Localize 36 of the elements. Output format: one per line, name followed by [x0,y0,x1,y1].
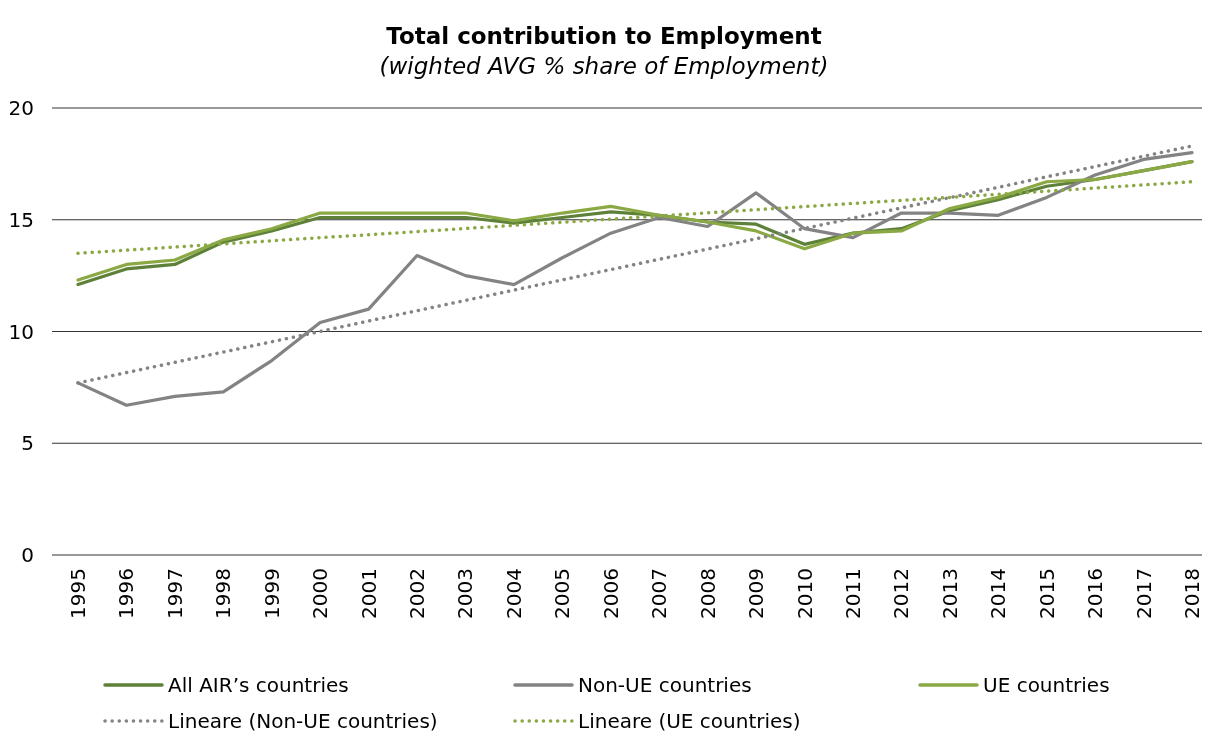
legend-label: Lineare (UE countries) [578,709,801,733]
chart-title: Total contribution to Employment [386,23,822,49]
y-tick-label: 5 [21,431,34,456]
x-tick-label: 2000 [308,568,333,619]
x-tick-label: 2006 [598,568,623,619]
legend-label: Non-UE countries [578,673,752,697]
x-tick-label: 2008 [695,568,720,619]
legend-label: All AIR’s countries [168,673,349,697]
x-tick-label: 2013 [937,568,962,619]
x-tick-label: 2018 [1180,568,1204,619]
y-tick-label: 15 [8,207,34,232]
x-tick-label: 2012 [889,568,914,619]
x-tick-label: 2017 [1131,568,1156,619]
x-tick-label: 2016 [1083,568,1108,619]
x-tick-label: 2003 [453,568,478,619]
x-tick-label: 2011 [840,568,865,619]
x-tick-label: 2005 [550,568,575,619]
x-tick-label: 1996 [114,568,139,619]
y-tick-label: 10 [8,319,34,344]
x-tick-label: 1995 [66,568,90,619]
x-tick-label: 2015 [1034,568,1059,619]
legend-label: Lineare (Non-UE countries) [168,709,438,733]
x-tick-label: 2002 [405,568,430,619]
x-tick-label: 2014 [986,568,1011,619]
y-tick-label: 0 [21,543,34,567]
x-tick-label: 1997 [162,568,187,619]
x-tick-label: 2009 [744,568,769,619]
x-tick-label: 1999 [259,568,284,619]
x-tick-label: 2010 [792,568,817,619]
x-tick-label: 2001 [356,568,381,619]
x-tick-label: 1998 [211,568,236,619]
x-tick-label: 2007 [647,568,672,619]
legend-label: UE countries [983,673,1110,697]
y-tick-label: 20 [8,96,34,120]
x-tick-label: 2004 [501,568,526,619]
chart-subtitle: (wighted AVG % share of Employment) [379,53,829,79]
